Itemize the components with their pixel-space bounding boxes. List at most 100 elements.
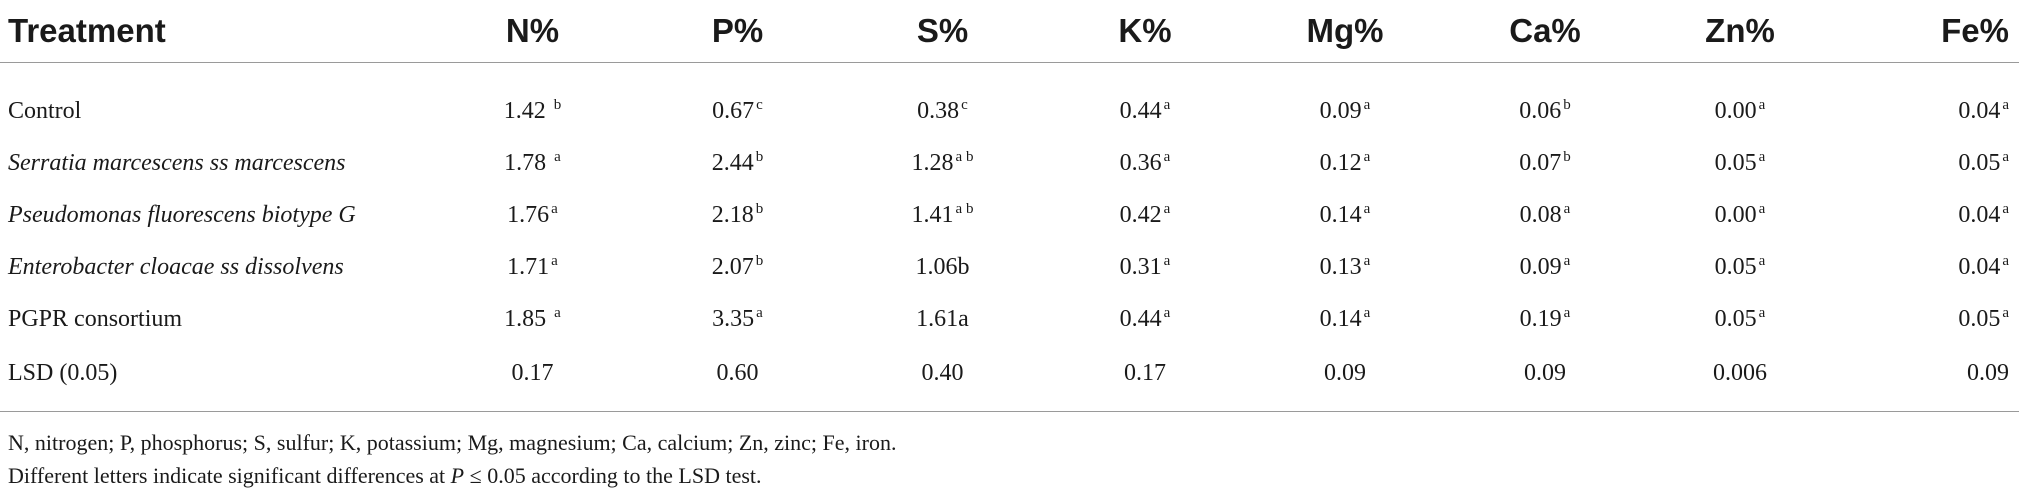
value-cell: 0.09 a	[1245, 63, 1445, 138]
cell-value: 1.71	[507, 253, 550, 280]
cell-value: 0.19	[1519, 305, 1562, 332]
cell-value: 2.07	[711, 253, 754, 280]
value-cell: 0.08 a	[1445, 189, 1645, 241]
significance-letter: a	[2002, 304, 2009, 321]
header-mg: Mg%	[1245, 0, 1445, 63]
cell-value: 0.00	[1714, 201, 1757, 228]
significance-letter: a	[1363, 304, 1371, 321]
value-cell: 0.05 a	[1645, 137, 1835, 189]
value-cell: 0.07 b	[1445, 137, 1645, 189]
cell-value: 0.14	[1319, 305, 1362, 332]
cell-value: 2.44	[711, 149, 754, 176]
header-k: K%	[1045, 0, 1245, 63]
significance-letter: a	[1363, 200, 1371, 217]
value-cell: 0.31 a	[1045, 241, 1245, 293]
cell-value: 1.06b	[915, 253, 970, 280]
significance-letter: a b	[955, 148, 974, 165]
value-cell: 0.44 a	[1045, 293, 1245, 345]
value-cell: 0.06 b	[1445, 63, 1645, 138]
cell-value: 0.09	[1319, 97, 1362, 124]
value-cell: 0.40	[840, 345, 1045, 412]
cell-value: 0.05	[1714, 149, 1757, 176]
significance-letter: a	[551, 200, 558, 217]
cell-value: 0.67	[712, 97, 755, 124]
significance-text-before: Different letters indicate significant d…	[8, 463, 451, 488]
significance-letter: c	[756, 96, 763, 113]
cell-value: 0.42	[1119, 201, 1162, 228]
cell-value: 0.44	[1119, 305, 1162, 332]
value-cell: 0.09 a	[1445, 241, 1645, 293]
significance-letter: a	[1163, 252, 1171, 269]
significance-letter: a	[1758, 304, 1766, 321]
cell-value: 0.05	[1714, 305, 1757, 332]
cell-value: 0.17	[511, 359, 554, 386]
value-cell: 0.09	[1835, 345, 2019, 412]
value-cell: 1.41 a b	[840, 189, 1045, 241]
table-body: Control 1.42 b 0.67 c 0.38 c 0.44 a 0.09 a 0.06 b 0.…	[0, 63, 2019, 412]
value-cell: 0.36 a	[1045, 137, 1245, 189]
cell-value: 0.09	[1519, 253, 1562, 280]
value-cell: 0.05 a	[1835, 137, 2019, 189]
cell-value: 0.04	[1958, 253, 2001, 280]
cell-value: 0.06	[1519, 97, 1562, 124]
significance-letter: b	[553, 96, 562, 113]
cell-value: 0.36	[1119, 149, 1162, 176]
value-cell: 3.35 a	[635, 293, 840, 345]
significance-note: Different letters indicate significant d…	[8, 459, 2019, 492]
significance-letter: a	[1163, 96, 1171, 113]
value-cell: 1.76 a	[430, 189, 635, 241]
significance-letter: a	[554, 148, 561, 165]
value-cell: 1.71 a	[430, 241, 635, 293]
value-cell: 0.60	[635, 345, 840, 412]
value-cell: 0.00 a	[1645, 63, 1835, 138]
value-cell: 0.04 a	[1835, 63, 2019, 138]
header-treatment: Treatment	[0, 0, 430, 63]
table-footnotes: N, nitrogen; P, phosphorus; S, sulfur; K…	[0, 412, 2019, 492]
value-cell: 0.44 a	[1045, 63, 1245, 138]
significance-p-symbol: P	[450, 463, 465, 488]
significance-letter: a	[2002, 148, 2009, 165]
header-ca: Ca%	[1445, 0, 1645, 63]
value-cell: 1.06b	[840, 241, 1045, 293]
cell-value: 0.12	[1319, 149, 1362, 176]
header-p: P%	[635, 0, 840, 63]
cell-value: 0.60	[716, 359, 759, 386]
cell-value: 0.31	[1119, 253, 1162, 280]
cell-value: 1.61a	[916, 305, 969, 332]
significance-letter: b	[755, 252, 764, 269]
cell-value: 0.09	[1967, 359, 2009, 386]
treatment-cell: Enterobacter cloacae ss dissolvens	[8, 253, 344, 280]
cell-value: 0.08	[1519, 201, 1562, 228]
significance-letter: a	[1163, 200, 1171, 217]
value-cell: 0.14 a	[1245, 293, 1445, 345]
significance-letter: b	[1563, 96, 1571, 113]
cell-value: 0.05	[1958, 305, 2001, 332]
significance-letter: a	[1163, 304, 1171, 321]
cell-value: 1.85	[504, 305, 553, 332]
table-row: PGPR consortium 1.85 a 3.35 a 1.61a 0.44 a 0.14…	[0, 293, 2019, 345]
cell-value: 1.28	[911, 149, 954, 176]
value-cell: 1.42 b	[430, 63, 635, 138]
table-row: Pseudomonas fluorescens biotype G 1.76 a 2.…	[0, 189, 2019, 241]
value-cell: 1.78 a	[430, 137, 635, 189]
treatment-cell: PGPR consortium	[8, 305, 183, 332]
significance-letter: a	[1758, 148, 1766, 165]
significance-letter: a	[2002, 252, 2009, 269]
cell-value: 1.41	[911, 201, 954, 228]
significance-letter: b	[755, 200, 764, 217]
value-cell: 0.42 a	[1045, 189, 1245, 241]
header-fe: Fe%	[1835, 0, 2019, 63]
significance-letter: a	[554, 304, 561, 321]
cell-value: 0.13	[1319, 253, 1362, 280]
significance-letter: a	[1758, 252, 1766, 269]
value-cell: 0.67 c	[635, 63, 840, 138]
significance-letter: a	[1163, 148, 1171, 165]
value-cell: 1.85 a	[430, 293, 635, 345]
value-cell: 0.14 a	[1245, 189, 1445, 241]
table-row: Enterobacter cloacae ss dissolvens 1.71 a 2…	[0, 241, 2019, 293]
value-cell: 0.09	[1445, 345, 1645, 412]
significance-letter: b	[1563, 148, 1571, 165]
cell-value: 1.78	[504, 149, 553, 176]
